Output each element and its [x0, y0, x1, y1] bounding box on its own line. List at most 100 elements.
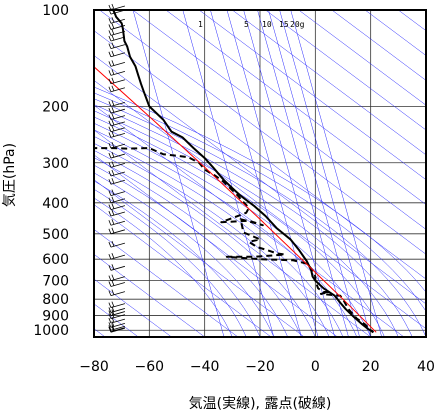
parcel-line	[94, 66, 377, 333]
wind-barb	[108, 50, 126, 58]
wind-barb-feather	[111, 131, 115, 137]
wind-barb-staff	[110, 36, 126, 42]
wind-barb	[108, 85, 126, 93]
mixing-ratio-label: 10	[262, 20, 272, 29]
mixing-ratio-label: 1	[198, 20, 203, 29]
wind-barb-feather	[111, 100, 115, 106]
x-tick-label: 40	[417, 359, 435, 375]
temperature-line	[112, 10, 374, 334]
wind-barb-feather	[111, 240, 115, 247]
mixing-ratio-line	[182, 10, 275, 337]
wind-barb	[108, 100, 126, 107]
wind-barb	[108, 131, 126, 138]
wind-barb-feather	[111, 280, 115, 286]
wind-barb-feather	[111, 50, 115, 56]
wind-barb-feather	[111, 326, 115, 332]
mixing-ratio-label: 15	[279, 20, 289, 29]
wind-barb-feather	[108, 120, 112, 126]
wind-barb	[108, 125, 126, 133]
dry-adiabat-line	[94, 303, 139, 337]
wind-barb-feather	[111, 29, 115, 35]
mixing-ratio-line	[268, 10, 360, 337]
wind-barb-staff	[110, 265, 126, 271]
x-tick-labels: −80 −60 −40 −20 0 20 40	[79, 359, 435, 375]
wind-barb-feather	[108, 132, 112, 138]
wind-barb-staff	[110, 87, 126, 93]
wind-barb-feather	[111, 34, 115, 41]
wind-barb-feather	[111, 316, 115, 323]
series-layer	[94, 10, 377, 334]
wind-barb	[108, 196, 126, 204]
wind-barb-staff	[110, 44, 126, 49]
wind-barb-staff	[110, 127, 126, 133]
dry-adiabat-line	[232, 10, 426, 156]
wind-barb	[108, 178, 126, 185]
wind-barb-feather	[111, 77, 115, 83]
wind-barb-feather	[108, 317, 112, 324]
dewpoint-line	[94, 147, 375, 334]
wind-barb-feather	[111, 219, 115, 225]
x-tick-label: −40	[190, 359, 220, 375]
moist-adiabat-line	[94, 86, 426, 293]
moist-adiabat-line	[94, 143, 330, 337]
guide-lines-layer	[94, 10, 435, 337]
wind-barb-staff	[110, 276, 126, 281]
wind-barb-feather	[108, 197, 112, 203]
wind-barb-staff	[110, 229, 126, 235]
wind-barb-feather	[108, 24, 112, 30]
wind-barb	[108, 301, 126, 308]
dry-adiabat-line	[94, 30, 426, 280]
wind-barb-staff	[110, 62, 126, 67]
wind-barb	[108, 240, 126, 248]
wind-barb-staff	[110, 291, 126, 297]
wind-barb-staff	[110, 327, 126, 332]
x-tick-label: −60	[135, 359, 165, 375]
wind-barb-staff	[110, 308, 126, 313]
moist-adiabat-line	[94, 180, 261, 337]
dry-adiabat-line	[198, 10, 426, 181]
dry-adiabat-line	[432, 10, 435, 337]
wind-barb-feather	[108, 281, 112, 287]
wind-barb	[108, 161, 126, 168]
wind-barb-staff	[110, 162, 126, 168]
wind-barb	[108, 23, 126, 30]
wind-barb-feather	[108, 302, 112, 308]
wind-barb-staff	[110, 133, 126, 138]
wind-barb-staff	[110, 70, 126, 76]
wind-barb-feather	[108, 70, 112, 76]
dry-adiabat-line	[165, 10, 426, 205]
wind-barb	[108, 169, 126, 177]
wind-barb-feather	[108, 35, 112, 42]
wind-barb-staff	[110, 143, 126, 149]
moist-adiabat-line	[94, 110, 399, 337]
wind-barb-feather	[111, 141, 115, 148]
wind-barb-staff	[110, 205, 126, 210]
wind-barb	[108, 29, 126, 36]
wind-barb-staff	[110, 153, 126, 159]
wind-barb-feather	[111, 321, 115, 327]
wind-barb-staff	[110, 314, 126, 320]
moist-adiabat-line	[94, 164, 288, 337]
wind-barb-feather	[108, 228, 112, 234]
wind-barb-feather	[111, 60, 115, 66]
wind-barb-feather	[108, 18, 112, 24]
dry-adiabat-line	[99, 10, 426, 255]
mixing-ratio-line	[290, 10, 382, 337]
wind-barb-feather	[108, 204, 112, 210]
wind-barb-staff	[110, 52, 126, 58]
wind-barb-feather	[111, 312, 115, 318]
dry-adiabat-line	[94, 179, 305, 337]
wind-barb-feather	[108, 86, 112, 92]
wind-barb-feather	[108, 220, 112, 226]
mixing-ratio-line	[210, 10, 302, 337]
wind-barb-feather	[108, 162, 112, 168]
wind-barb	[108, 264, 126, 271]
wind-barb-staff	[110, 179, 126, 185]
wind-barb-feather	[111, 107, 115, 113]
wind-barb	[108, 113, 126, 121]
wind-barb-feather	[111, 324, 115, 330]
wind-barb-staff	[110, 254, 126, 260]
dry-adiabat-line	[331, 10, 426, 81]
y-tick-label: 100	[42, 3, 69, 19]
wind-barb	[108, 141, 126, 149]
